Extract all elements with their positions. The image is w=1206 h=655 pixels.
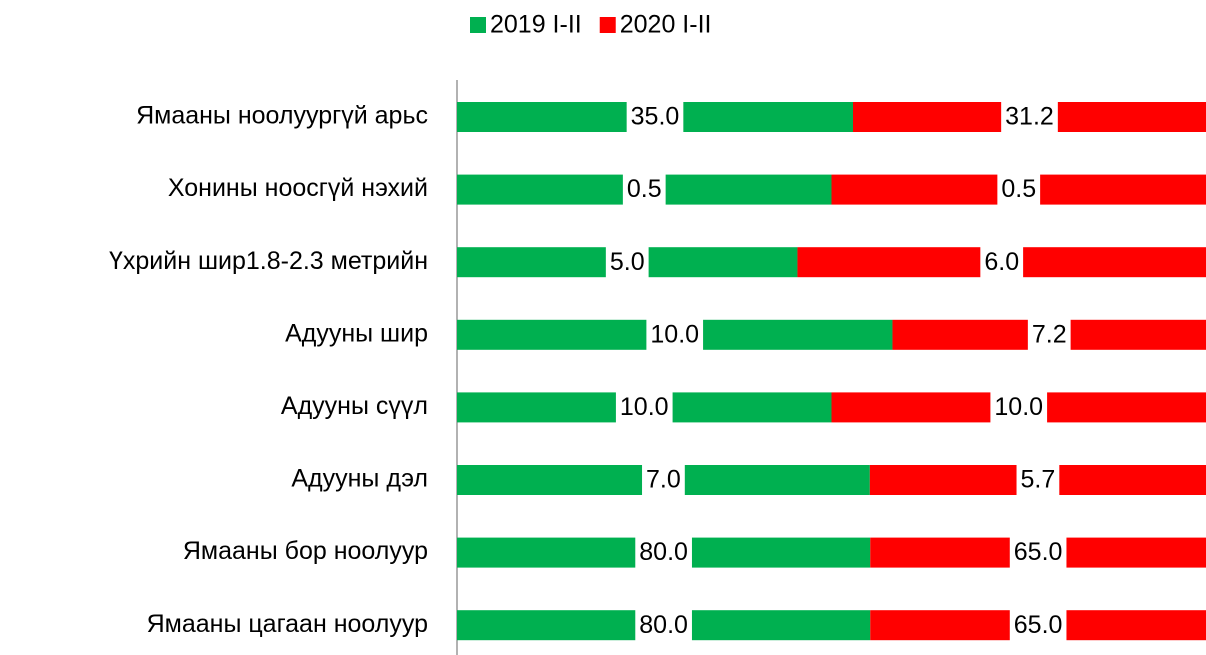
- data-label: 31.2: [1005, 103, 1054, 131]
- data-label-bg: [1009, 534, 1067, 571]
- data-label-bg: [1016, 462, 1060, 498]
- category-label: Ямааны ноолуургүй арьс: [136, 102, 428, 130]
- data-label-bg: [990, 389, 1048, 426]
- category-label: Үхрийн шир1.8-2.3 метрийн: [109, 247, 428, 275]
- data-label: 65.0: [1014, 611, 1063, 639]
- legend-swatch: [470, 17, 486, 33]
- data-label-bg: [997, 171, 1041, 208]
- data-label: 80.0: [639, 611, 688, 639]
- data-label-bg: [635, 607, 692, 644]
- data-label-bg: [646, 316, 704, 353]
- data-label-bg: [1027, 316, 1071, 353]
- legend-label: 2019 I-II: [490, 11, 582, 39]
- data-label-bg: [626, 99, 684, 135]
- category-label: Ямааны цагаан ноолуур: [147, 610, 428, 638]
- data-label: 5.0: [610, 248, 645, 276]
- data-label-bg: [635, 534, 692, 571]
- data-label-bg: [642, 462, 685, 498]
- category-label: Ямааны бор ноолуур: [183, 537, 428, 565]
- data-label-bg: [980, 244, 1024, 281]
- data-label: 6.0: [984, 248, 1019, 276]
- category-label: Адууны шир: [285, 319, 428, 347]
- category-label: Адууны дэл: [291, 465, 428, 493]
- data-label: 80.0: [639, 538, 688, 566]
- data-label: 10.0: [994, 393, 1043, 421]
- data-label-bg: [605, 244, 649, 281]
- data-label: 10.0: [650, 320, 699, 348]
- data-label-bg: [1009, 607, 1067, 644]
- category-label: Адууны сүүл: [281, 392, 428, 420]
- legend-swatch: [599, 17, 616, 33]
- data-label-bg: [622, 171, 666, 208]
- legend-label: 2020 I-II: [620, 11, 712, 39]
- data-label-bg: [1001, 99, 1058, 135]
- data-label: 0.5: [627, 175, 662, 203]
- category-label: Хонины ноосгүй нэхий: [168, 174, 428, 202]
- data-label: 7.2: [1032, 320, 1067, 348]
- data-label: 0.5: [1001, 175, 1036, 203]
- data-label-bg: [615, 389, 673, 426]
- data-label: 10.0: [620, 393, 669, 421]
- data-label: 7.0: [646, 466, 681, 494]
- data-label: 35.0: [631, 103, 680, 131]
- data-label: 5.7: [1021, 466, 1056, 494]
- data-label: 65.0: [1014, 538, 1063, 566]
